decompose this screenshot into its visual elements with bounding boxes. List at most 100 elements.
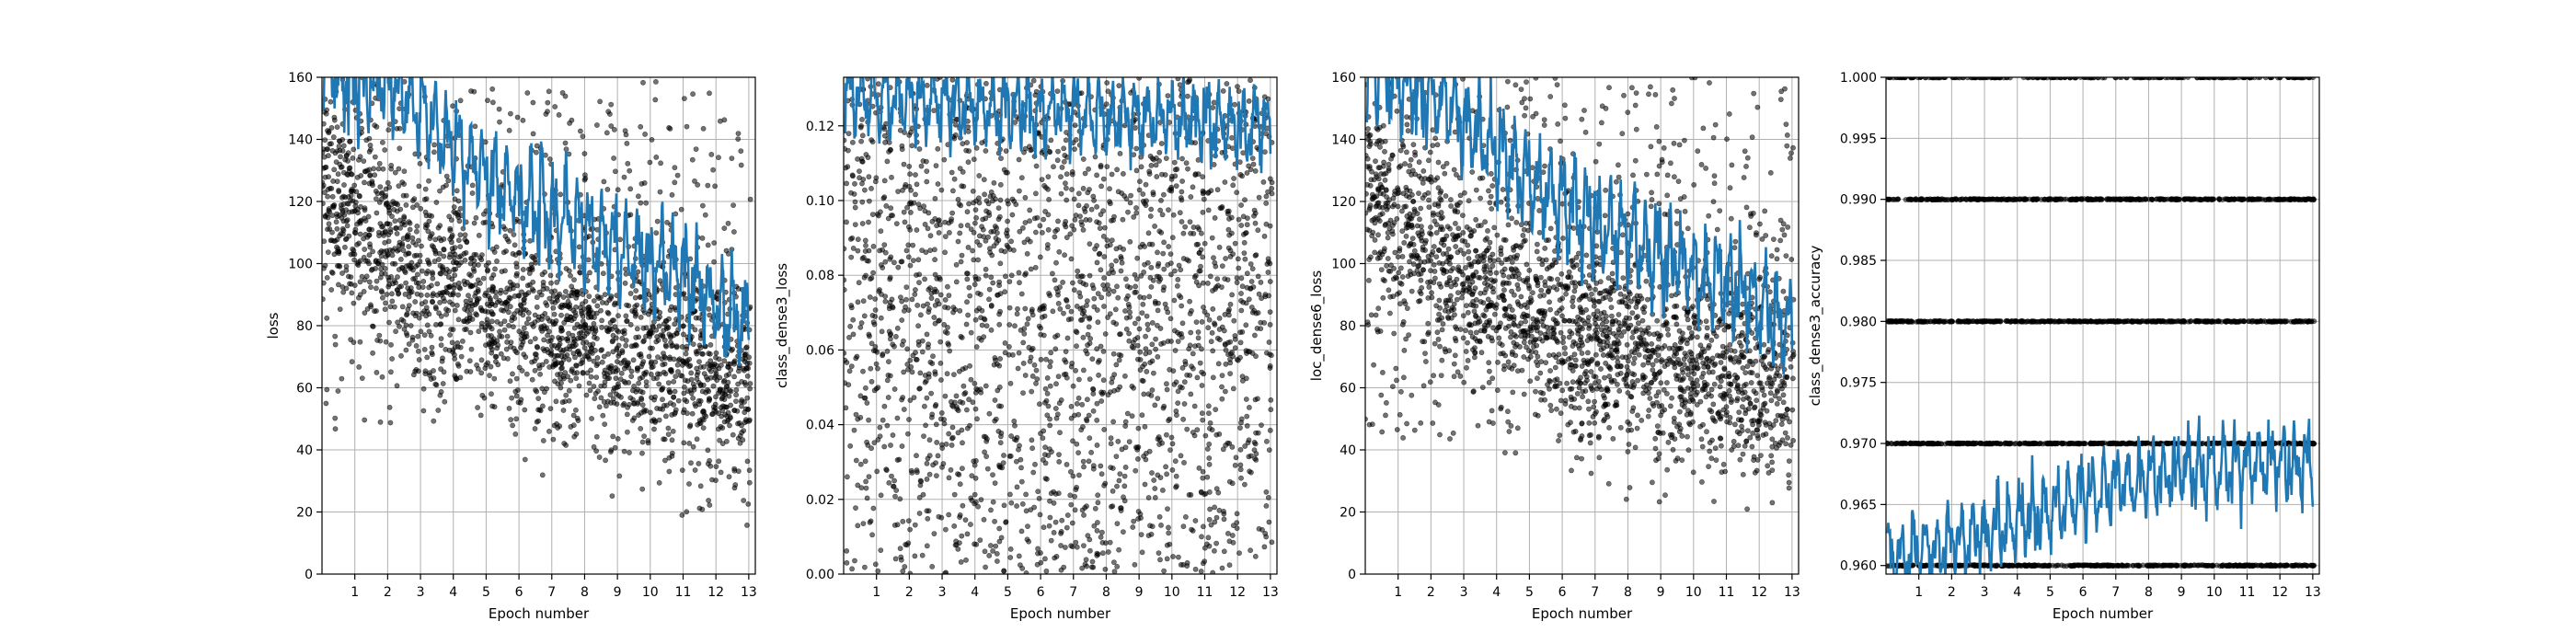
- scatter-point: [374, 278, 380, 284]
- scatter-point: [1219, 263, 1225, 269]
- scatter-point: [686, 481, 692, 487]
- scatter-point: [1142, 481, 1148, 488]
- scatter-point: [453, 259, 459, 266]
- scatter-point: [914, 181, 920, 188]
- scatter-point: [1255, 273, 1261, 280]
- scatter-point: [389, 252, 396, 259]
- scatter-point: [1248, 279, 1255, 284]
- scatter-point: [1001, 453, 1006, 458]
- scatter-point: [322, 296, 326, 303]
- scatter-point: [383, 300, 388, 306]
- scatter-point: [1068, 256, 1075, 262]
- scatter-point: [910, 242, 916, 248]
- scatter-point: [1059, 164, 1065, 170]
- scatter-point: [982, 191, 987, 198]
- scatter-point: [421, 332, 428, 339]
- scatter-point: [340, 289, 347, 295]
- scatter-point: [1619, 131, 1626, 137]
- scatter-point: [1042, 556, 1048, 562]
- scatter-point: [1145, 327, 1151, 332]
- scatter-point: [534, 304, 540, 310]
- scatter-point: [347, 281, 352, 287]
- scatter-point: [489, 86, 496, 92]
- scatter-point: [739, 422, 744, 429]
- scatter-point: [515, 387, 521, 393]
- scatter-point: [487, 373, 492, 378]
- scatter-point: [705, 386, 710, 393]
- scatter-point: [1095, 492, 1101, 499]
- scatter-point: [486, 259, 491, 266]
- scatter-point: [995, 558, 1000, 564]
- scatter-point: [863, 478, 868, 485]
- scatter-point: [1205, 403, 1212, 409]
- scatter-point: [1075, 450, 1081, 455]
- scatter-point: [656, 479, 662, 486]
- scatter-point: [929, 564, 936, 569]
- scatter-point: [1749, 134, 1755, 140]
- scatter-point: [404, 332, 410, 339]
- scatter-point: [1131, 518, 1137, 524]
- scatter-point: [1074, 484, 1079, 490]
- scatter-point: [928, 290, 935, 296]
- scatter-point: [1191, 274, 1198, 281]
- scatter-point: [1155, 322, 1160, 328]
- scatter-point: [747, 196, 753, 202]
- scatter-point: [1266, 339, 1272, 345]
- scatter-point: [1166, 530, 1172, 536]
- scatter-point: [993, 235, 999, 241]
- scatter-point: [1156, 157, 1162, 164]
- scatter-point: [642, 131, 648, 137]
- scatter-point: [1068, 363, 1075, 370]
- scatter-point: [1102, 566, 1109, 572]
- scatter-point: [1139, 549, 1145, 556]
- scatter-point: [596, 295, 602, 301]
- scatter-point: [483, 342, 489, 348]
- scatter-point: [1790, 144, 1796, 151]
- scatter-point: [965, 128, 972, 134]
- scatter-point: [699, 506, 706, 512]
- scatter-point: [448, 217, 454, 223]
- scatter-point: [696, 342, 703, 349]
- scatter-point: [1005, 218, 1010, 224]
- scatter-point: [1111, 559, 1117, 566]
- scatter-point: [639, 389, 646, 396]
- scatter-point: [523, 292, 529, 298]
- scatter-point: [422, 186, 429, 192]
- scatter-point: [938, 187, 945, 193]
- scatter-point: [1013, 201, 1019, 208]
- scatter-point: [960, 440, 965, 446]
- scatter-point: [333, 159, 339, 165]
- scatter-point: [441, 247, 447, 253]
- scatter-point: [349, 290, 355, 296]
- scatter-point: [1046, 523, 1052, 529]
- scatter-point: [402, 291, 408, 297]
- scatter-point: [370, 350, 375, 356]
- scatter-point: [1145, 533, 1152, 538]
- scatter-point: [655, 337, 661, 343]
- scatter-point: [1205, 280, 1211, 286]
- scatter-point: [351, 146, 357, 153]
- scatter-point: [441, 253, 447, 259]
- scatter-point: [850, 173, 856, 179]
- scatter-point: [729, 155, 735, 161]
- scatter-point: [1120, 216, 1126, 223]
- scatter-point: [1225, 245, 1232, 251]
- scatter-point: [691, 386, 697, 393]
- scatter-point: [1045, 226, 1052, 233]
- scatter-point: [1194, 374, 1201, 381]
- scatter-point: [744, 395, 751, 401]
- scatter-point: [1241, 231, 1247, 237]
- scatter-point: [623, 342, 629, 349]
- scatter-point: [1014, 503, 1019, 509]
- scatter-point: [1113, 246, 1120, 252]
- scatter-point: [385, 179, 391, 186]
- scatter-point: [1045, 403, 1052, 409]
- scatter-point: [1179, 320, 1186, 327]
- scatter-point: [907, 171, 913, 178]
- scatter-point: [600, 270, 606, 277]
- scatter-point: [406, 303, 412, 308]
- scatter-point: [1178, 453, 1184, 459]
- scatter-point: [1569, 467, 1574, 474]
- scatter-point: [426, 178, 431, 184]
- scatter-point: [330, 134, 337, 140]
